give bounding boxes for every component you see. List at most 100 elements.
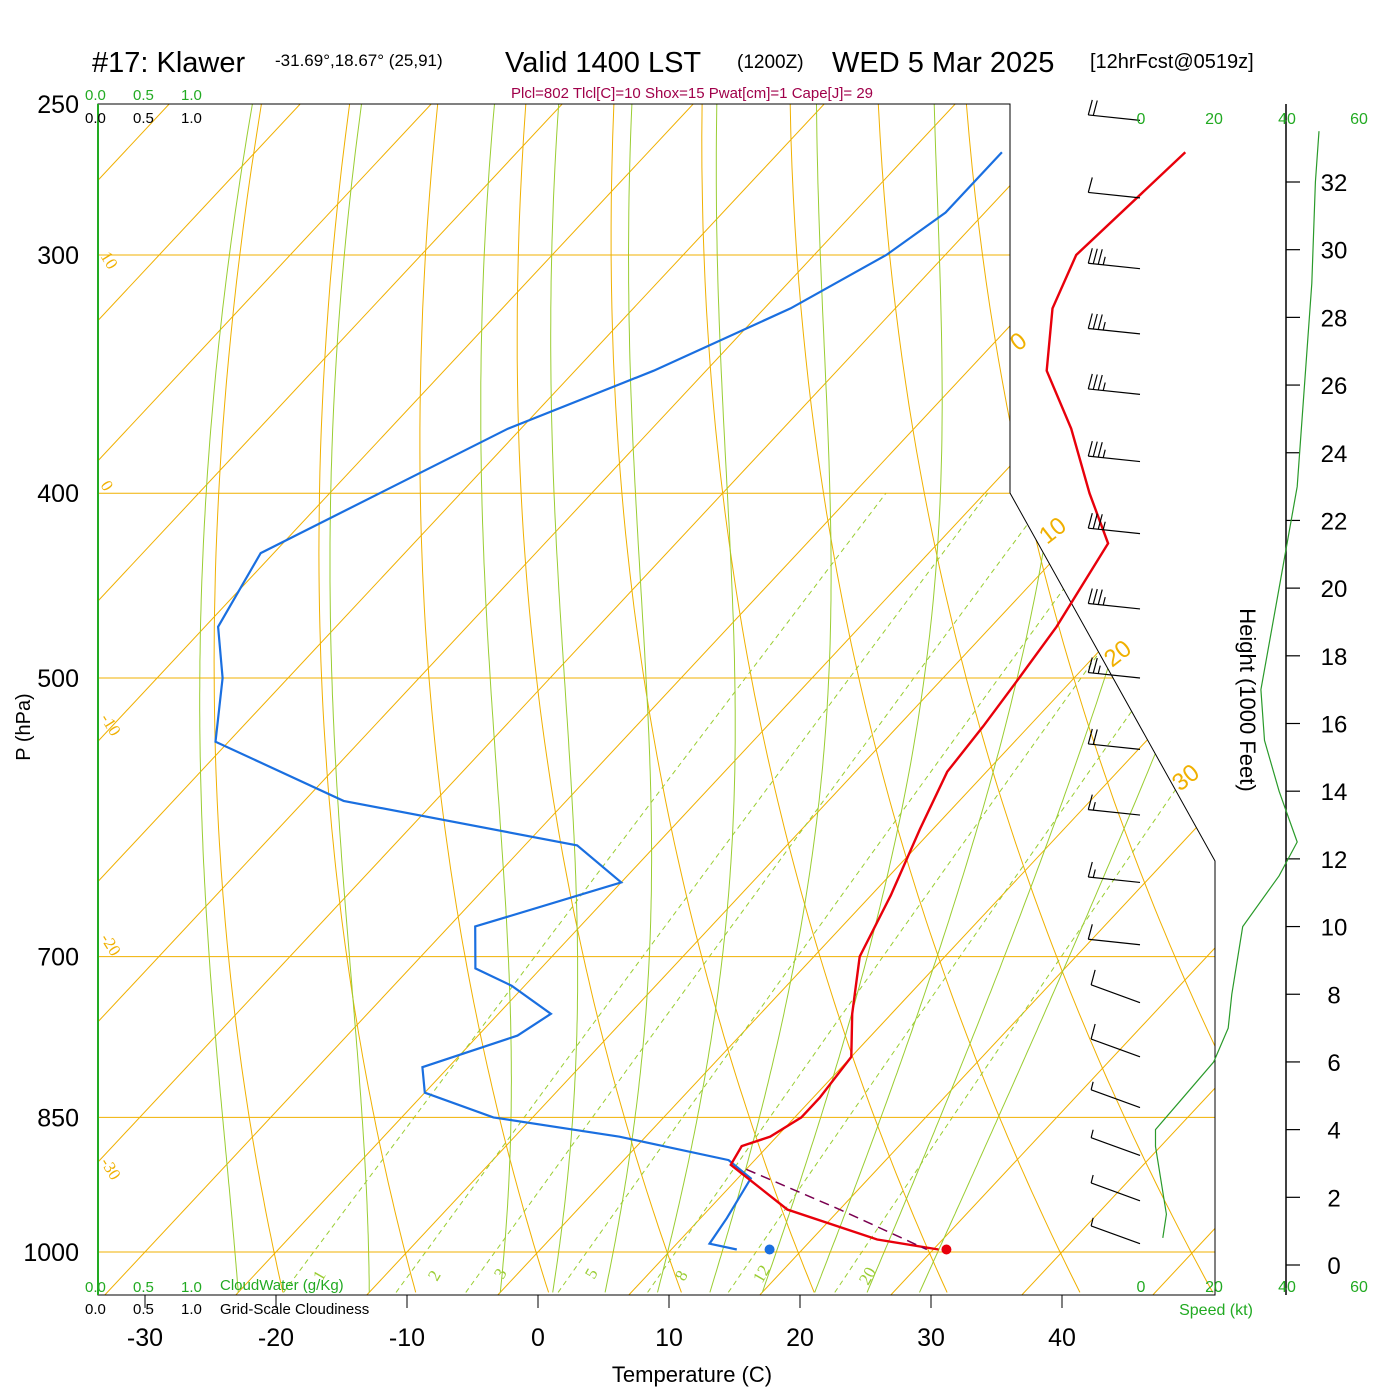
wind-barb xyxy=(1087,657,1141,679)
isotherm-line xyxy=(104,104,1215,1295)
wind-barb xyxy=(1090,1023,1141,1058)
wind-barb-flag xyxy=(1087,440,1093,457)
forecast-date: WED 5 Mar 2025 xyxy=(832,47,1054,79)
height-tick-label: 20 xyxy=(1321,576,1348,603)
pressure-tick-label: 850 xyxy=(37,1104,79,1132)
wind-barb xyxy=(1087,513,1141,535)
moist-adiabat-line xyxy=(550,104,579,1293)
wind-barb-flag xyxy=(1087,861,1093,878)
cloud-scale-bottom: 0.0 0.5 1.0 CloudWater (g/Kg) 0.0 0.5 1.… xyxy=(85,1277,369,1318)
speed-bottom-tick-0: 0 xyxy=(1137,1279,1146,1296)
dry-adiabat-line xyxy=(1054,104,1215,1293)
station-coords: -31.69°,18.67° (25,91) xyxy=(275,51,443,70)
speed-axis-bottom: 0 20 40 60 Speed (kt) xyxy=(1137,1279,1368,1319)
wind-barb-shaft xyxy=(1088,327,1141,335)
wind-barbs xyxy=(1087,99,1141,1245)
mixing-ratio-lines xyxy=(283,492,1215,1293)
wind-barb xyxy=(1087,177,1141,199)
wind-barb-flag xyxy=(1097,249,1103,265)
wind-barb-flag xyxy=(1097,442,1103,458)
height-tick-label: 4 xyxy=(1327,1118,1340,1145)
dewpoint-line xyxy=(214,151,1003,1251)
speed-top-tick-3: 60 xyxy=(1350,111,1368,128)
wind-barb-flag xyxy=(1090,969,1096,986)
dry-adiabat-line xyxy=(318,104,417,1293)
cloud-bottom-green-2: 1.0 xyxy=(181,1279,202,1296)
wind-barb-flag xyxy=(1087,794,1093,810)
wind-barb-flag xyxy=(1097,589,1103,605)
isotherm-line xyxy=(98,104,563,1295)
dry-adiabat-label: 20 xyxy=(1099,635,1137,673)
mixing-ratio-line xyxy=(834,492,1215,1293)
wind-barb-half xyxy=(1090,1081,1094,1090)
wind-barb-flag xyxy=(1097,514,1103,530)
speed-bottom-tick-1: 20 xyxy=(1205,1279,1223,1296)
mixing-ratio-line xyxy=(557,492,1134,1293)
wind-barb-half xyxy=(1102,256,1106,265)
moist-adiabat-line xyxy=(814,104,1073,1293)
isotherm-label: -20 xyxy=(97,930,125,959)
dry-adiabat-line xyxy=(701,104,948,1293)
wind-barb-shaft xyxy=(1090,1225,1141,1245)
wind-barb-shaft xyxy=(1088,114,1141,121)
wind-barb-shaft xyxy=(1088,876,1141,884)
wind-barb-shaft xyxy=(1088,455,1141,463)
dry-adiabat-line xyxy=(789,104,1081,1293)
wind-barb-flag xyxy=(1087,728,1093,745)
wind-barb-flag xyxy=(1092,374,1098,390)
wind-barb-flag xyxy=(1087,513,1093,529)
isotherm-label: 0 xyxy=(97,477,118,494)
dry-adiabat-line xyxy=(213,104,284,1293)
isotherm-label: 10 xyxy=(97,248,122,272)
mixing-ratio-label: 8 xyxy=(671,1267,692,1284)
temperature-line xyxy=(729,151,1187,1251)
wind-barb-shaft xyxy=(1088,938,1141,946)
dry-adiabat-line xyxy=(516,104,682,1293)
wind-barb-flag xyxy=(1087,99,1093,116)
mixing-ratio-line xyxy=(395,492,989,1293)
station-title: #17: Klawer xyxy=(92,47,245,79)
cloud-top-black-0: 0.0 xyxy=(85,110,106,127)
wind-barb xyxy=(1087,373,1141,395)
wind-barb-shaft xyxy=(1088,809,1141,816)
moist-adiabat-line xyxy=(657,104,736,1293)
cloud-top-black-2: 1.0 xyxy=(181,110,202,127)
temperature-tick-label: 30 xyxy=(917,1324,945,1352)
wind-barb-half xyxy=(1097,665,1101,674)
wind-barb-flag xyxy=(1097,314,1103,330)
cloudwater-label: CloudWater (g/Kg) xyxy=(220,1277,344,1294)
pressure-axis: 250 300 400 500 700 850 1000 xyxy=(23,91,79,1267)
wind-barb-flag xyxy=(1087,657,1093,673)
speed-top-tick-1: 20 xyxy=(1205,111,1223,128)
wind-barb-half xyxy=(1090,1217,1094,1227)
moist-adiabat-lines xyxy=(199,104,1215,1293)
temperature-tick-label: -10 xyxy=(389,1324,425,1352)
mixing-ratio-label: 20 xyxy=(855,1264,880,1288)
isotherm-line xyxy=(1021,104,1215,1295)
pressure-tick-label: 500 xyxy=(37,665,79,693)
wind-barb-flag xyxy=(1092,248,1098,264)
dry-adiabat-line xyxy=(965,104,1215,1293)
wind-barb-shaft xyxy=(1088,671,1141,679)
wind-barb-shaft xyxy=(1090,1089,1141,1109)
dry-adiabat-line xyxy=(1142,104,1215,1293)
dry-adiabat-line xyxy=(1319,104,1400,1292)
wind-barb-flag xyxy=(1092,588,1098,605)
wind-barb-half xyxy=(1102,596,1106,606)
dry-adiabat-label: 10 xyxy=(1034,512,1072,550)
utc-time: (1200Z) xyxy=(737,52,804,73)
height-tick-label: 14 xyxy=(1321,779,1348,806)
height-axis-title: Height (1000 Feet) xyxy=(1235,608,1260,791)
wind-barb-shaft xyxy=(1090,1182,1141,1202)
wind-barb-shaft xyxy=(1090,1038,1141,1058)
mixing-ratio-line xyxy=(465,492,1051,1293)
wind-barb xyxy=(1087,440,1141,463)
dry-adiabat-label: 0 xyxy=(1005,327,1032,357)
wind-barb xyxy=(1087,794,1141,816)
height-tick-label: 32 xyxy=(1321,170,1348,197)
wind-barb-flag xyxy=(1087,588,1093,604)
height-tick-label: 10 xyxy=(1321,915,1348,942)
temperature-axis: -30 -20 -10 0 10 20 30 40 xyxy=(127,1295,1076,1352)
isotherm-line xyxy=(98,104,825,1295)
wind-barb-half xyxy=(1090,1129,1094,1138)
